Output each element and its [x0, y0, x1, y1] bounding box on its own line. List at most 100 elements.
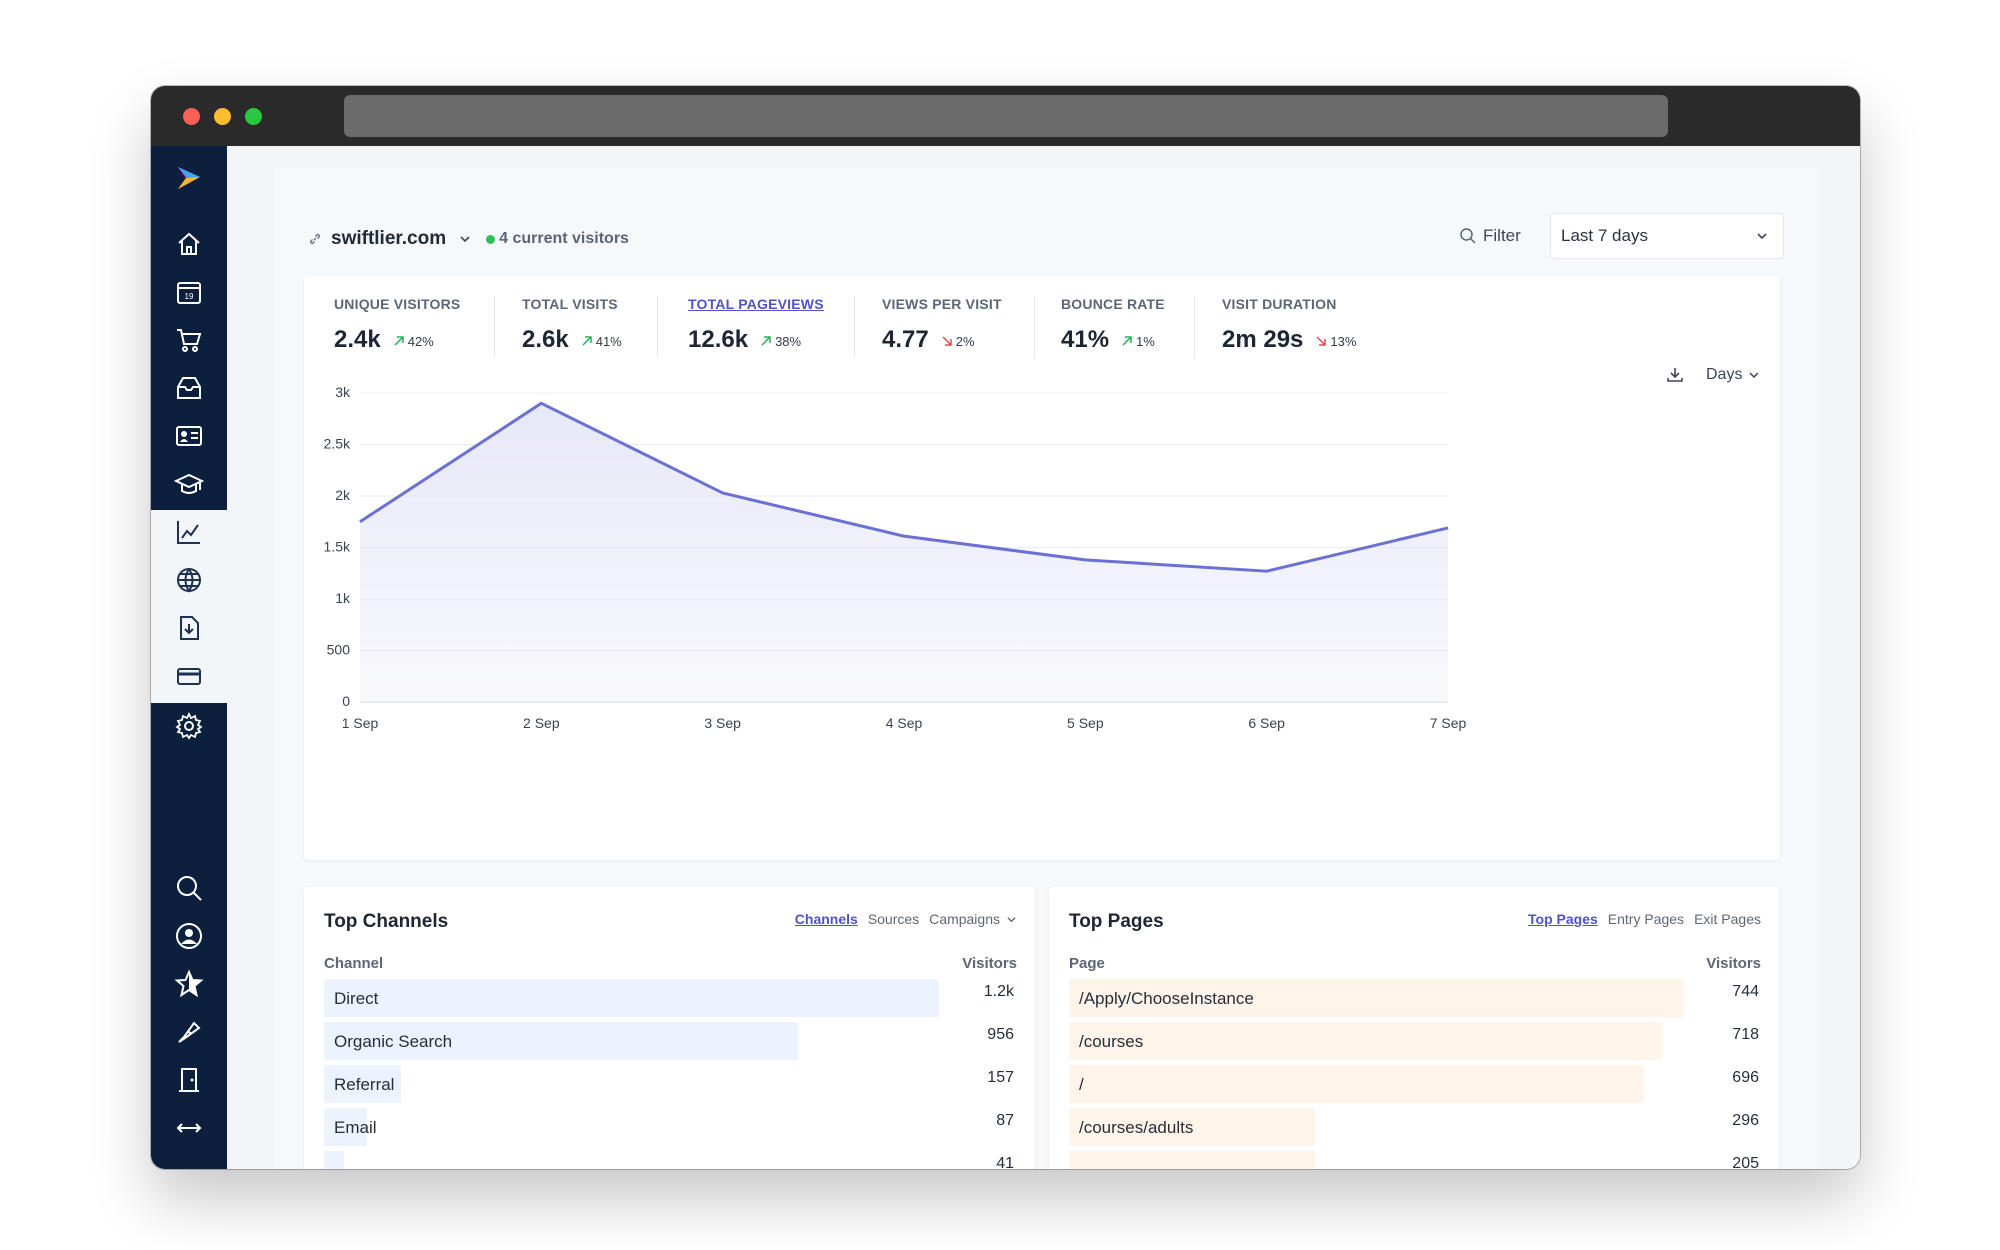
top-channels-tabs: Channels Sources Campaigns [795, 911, 1017, 927]
current-visitors: 4 current visitors [486, 230, 629, 248]
metric-change-value: 2% [955, 333, 975, 349]
top-channels-card: Top Channels Channels Sources Campaigns … [304, 887, 1035, 1169]
graduation-cap-icon [174, 473, 204, 494]
row-value: 744 [1732, 983, 1759, 1000]
list-item[interactable]: Referral 157 [324, 1065, 1014, 1103]
tab-campaigns[interactable]: Campaigns [929, 911, 1000, 927]
list-item[interactable]: /courses/adults 296 [1069, 1108, 1759, 1146]
site-name[interactable]: swiftlier.com [331, 228, 447, 249]
sidebar-item-inbox[interactable] [151, 364, 227, 412]
row-bar [1069, 1022, 1662, 1060]
list-item[interactable]: 205 [1069, 1151, 1759, 1169]
chevron-down-icon[interactable] [1748, 369, 1760, 381]
metrics-card: UNIQUE VISITORS 2.4k 42% TOTAL VISITS 2.6k 41… [304, 276, 1780, 860]
row-value: 41 [996, 1155, 1014, 1169]
metric-unique-visitors[interactable]: UNIQUE VISITORS 2.4k 42% [334, 296, 460, 354]
interval-label[interactable]: Days [1706, 366, 1743, 383]
metric-label: BOUNCE RATE [1061, 296, 1165, 312]
metric-value: 2.6k [522, 326, 569, 353]
sidebar-item-account[interactable] [151, 912, 227, 960]
row-value: 87 [996, 1112, 1014, 1129]
list-item[interactable]: Organic Search 956 [324, 1022, 1014, 1060]
list-item[interactable]: /Apply/ChooseInstance 744 [1069, 979, 1759, 1017]
horizontal-arrows-icon [176, 1123, 202, 1133]
sidebar-item-search[interactable] [151, 864, 227, 912]
sidebar-item-expand[interactable] [151, 1104, 227, 1152]
shopping-cart-icon [177, 329, 202, 352]
row-label: /Apply/ChooseInstance [1079, 989, 1254, 1008]
tab-exit-pages[interactable]: Exit Pages [1694, 911, 1761, 927]
metric-total-pageviews[interactable]: TOTAL PAGEVIEWS 12.6k 38% [688, 296, 824, 354]
tab-top-pages[interactable]: Top Pages [1528, 911, 1598, 927]
chevron-down-icon[interactable] [1006, 914, 1017, 925]
sidebar-item-shop[interactable] [151, 316, 227, 364]
row-label: Organic Search [334, 1032, 453, 1051]
sidebar: 19 [151, 146, 227, 1169]
date-range-select[interactable]: Last 7 days [1550, 213, 1784, 259]
sidebar-item-home[interactable] [151, 220, 227, 268]
row-bar [324, 1022, 798, 1060]
close-window-button[interactable] [183, 108, 200, 125]
row-value: 205 [1732, 1155, 1759, 1169]
list-item[interactable]: Email 87 [324, 1108, 1014, 1146]
top-pages-title: Top Pages [1069, 911, 1164, 932]
list-item[interactable]: Direct 1.2k [324, 979, 1014, 1017]
logo[interactable] [151, 154, 227, 202]
metric-bounce-rate[interactable]: BOUNCE RATE 41% 1% [1061, 296, 1165, 354]
sidebar-item-calendar[interactable]: 19 [151, 268, 227, 316]
sidebar-item-downloads[interactable] [151, 604, 227, 652]
download-icon[interactable] [1666, 366, 1684, 384]
chart-tools: Days [1666, 366, 1760, 384]
x-tick-label: 5 Sep [1067, 715, 1104, 731]
metric-label: TOTAL PAGEVIEWS [688, 296, 824, 312]
sidebar-item-payments[interactable] [151, 652, 227, 700]
x-tick-label: 1 Sep [342, 715, 379, 731]
list-item[interactable]: /courses 718 [1069, 1022, 1759, 1060]
metric-visit-duration[interactable]: VISIT DURATION 2m 29s 13% [1222, 296, 1356, 354]
sidebar-item-contacts[interactable] [151, 412, 227, 460]
row-bar [1069, 979, 1684, 1017]
metric-value: 2.4k [334, 326, 381, 353]
trend-up-icon [582, 336, 592, 346]
trend-up-icon [761, 336, 771, 346]
metric-change-value: 41% [595, 333, 622, 349]
list-item[interactable]: 41 [324, 1151, 1014, 1169]
metric-value: 2m 29s [1222, 326, 1304, 353]
row-label: Referral [334, 1075, 395, 1094]
tab-channels[interactable]: Channels [794, 911, 858, 927]
sidebar-item-design[interactable] [151, 1008, 227, 1056]
sidebar-item-favorites[interactable] [151, 960, 227, 1008]
analytics-panel: swiftlier.com 4 current visitors Filter … [274, 168, 1817, 1169]
page-visitors-column-header: Visitors [1706, 955, 1761, 972]
list-item[interactable]: / 696 [1069, 1065, 1759, 1103]
metric-views-per-visit[interactable]: VIEWS PER VISIT 4.77 2% [882, 296, 1002, 354]
sidebar-item-logout[interactable] [151, 1056, 227, 1104]
metric-total-visits[interactable]: TOTAL VISITS 2.6k 41% [522, 296, 622, 354]
tab-entry-pages[interactable]: Entry Pages [1607, 911, 1685, 927]
x-tick-label: 6 Sep [1248, 715, 1285, 731]
minimize-window-button[interactable] [214, 108, 231, 125]
row-value: 1.2k [983, 983, 1014, 1000]
metric-label: VIEWS PER VISIT [882, 296, 1002, 312]
maximize-window-button[interactable] [245, 108, 262, 125]
tab-sources[interactable]: Sources [867, 911, 920, 927]
sidebar-item-website[interactable] [151, 556, 227, 604]
sidebar-item-courses[interactable] [151, 460, 227, 508]
row-bar [324, 1108, 367, 1146]
chevron-down-icon[interactable] [458, 232, 472, 246]
sidebar-item-analytics[interactable] [151, 508, 227, 556]
chevron-down-icon [1757, 233, 1767, 240]
filter-button[interactable]: Filter [1459, 226, 1521, 246]
live-indicator-dot [486, 234, 496, 244]
metric-change: 41% [581, 334, 622, 349]
gear-icon [175, 711, 203, 740]
globe-icon [177, 568, 201, 593]
site-selector[interactable]: swiftlier.com 4 current visitors [307, 224, 629, 254]
address-bar[interactable] [344, 95, 1668, 137]
sidebar-item-settings[interactable] [151, 702, 227, 750]
browser-window: 19 [151, 86, 1860, 1169]
top-channels-title: Top Channels [324, 911, 449, 932]
title-bar [151, 86, 1860, 146]
row-bar [324, 1151, 344, 1169]
trend-up-icon [394, 336, 404, 346]
